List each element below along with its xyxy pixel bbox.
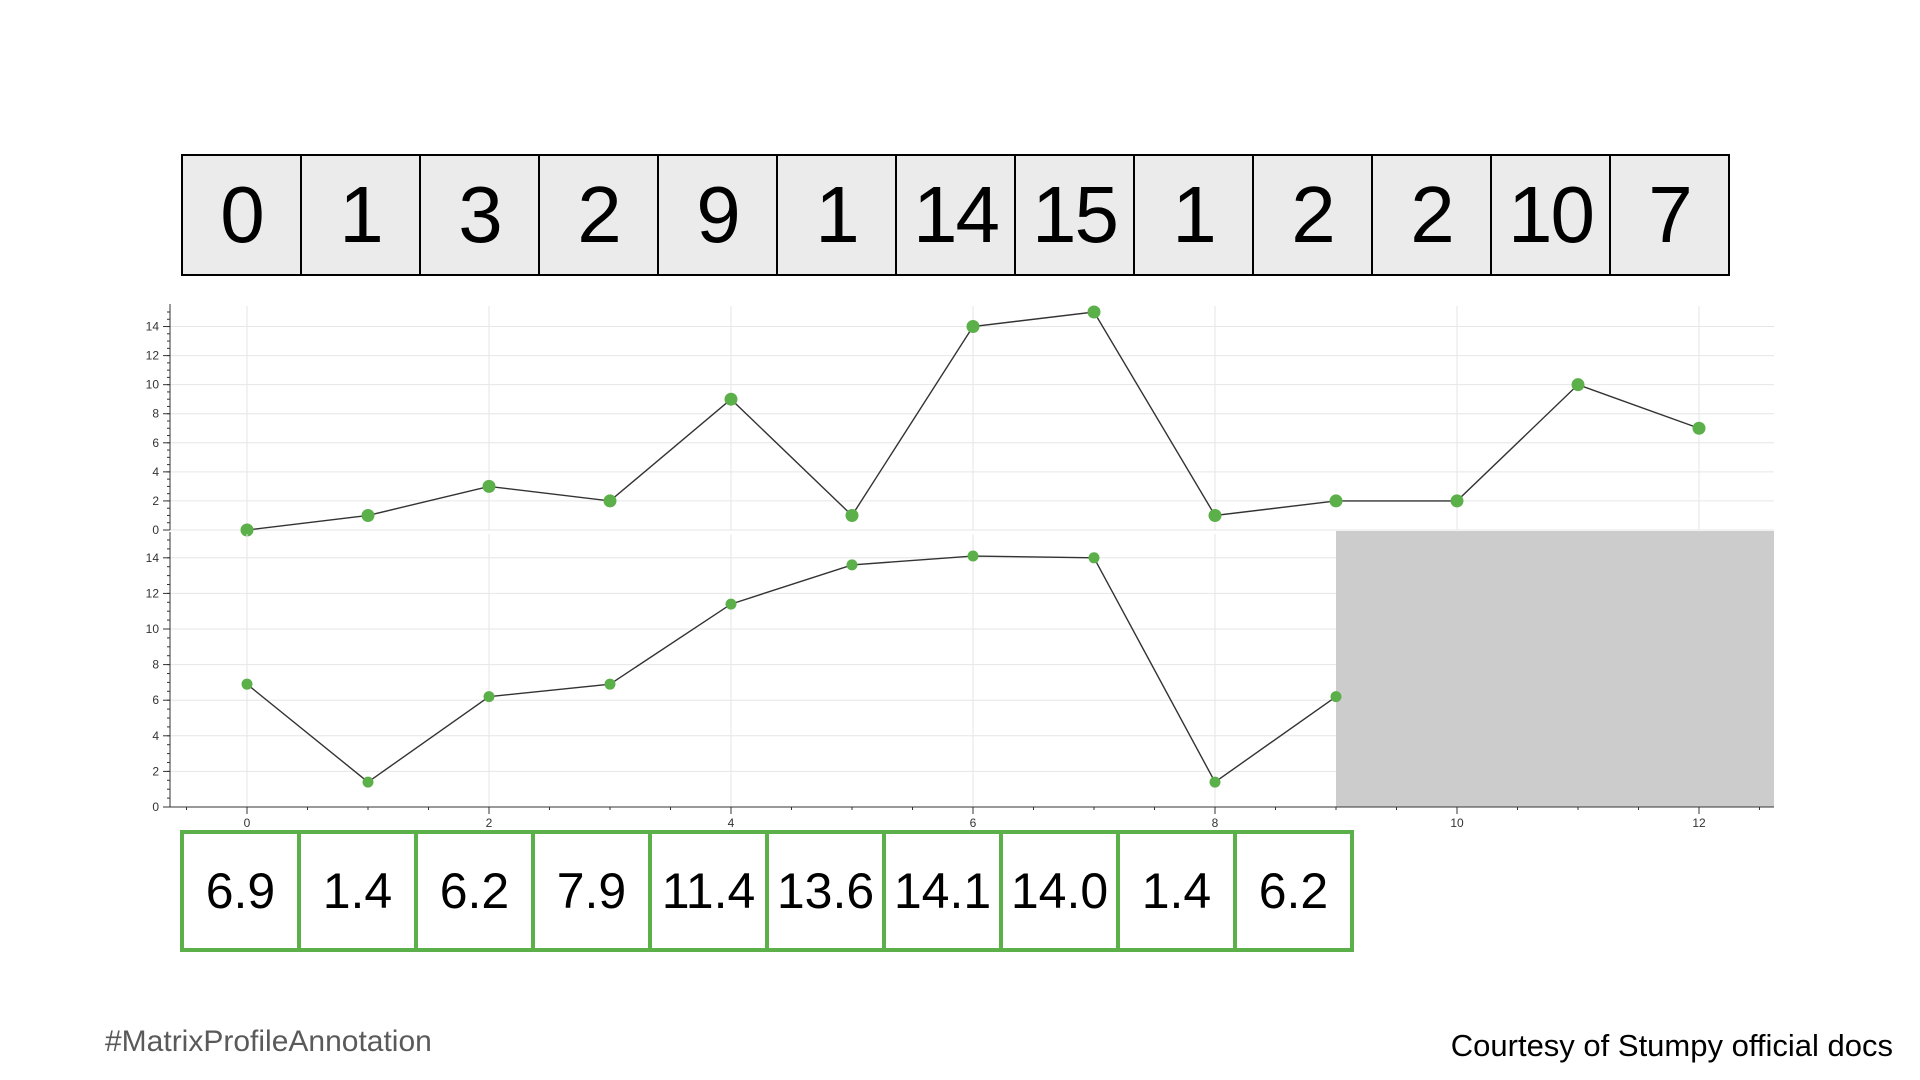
y-tick-label: 12 (146, 349, 160, 363)
y-tick-label: 12 (146, 586, 160, 600)
data-point (603, 494, 617, 508)
time-series-value-cell: 1 (1133, 154, 1254, 276)
x-tick-label: 10 (1450, 816, 1464, 830)
matrix-profile-values-row: 6.9 1.4 6.2 7.9 11.4 13.6 14.1 14.0 1.4 6.2 (180, 830, 1354, 952)
credit-label: Courtesy of Stumpy official docs (1450, 1028, 1893, 1063)
time-series-value-cell: 0 (181, 154, 302, 276)
data-point (361, 508, 375, 522)
matrix-profile-value-cell: 11.4 (648, 830, 769, 952)
data-point (240, 523, 254, 537)
data-point (1087, 305, 1101, 319)
y-tick-label: 14 (146, 320, 160, 334)
time-series-value-cell: 15 (1014, 154, 1135, 276)
time-series-value-cell: 3 (419, 154, 540, 276)
x-tick-label: 8 (1212, 816, 1219, 830)
matrix-profile-value-cell: 14.0 (999, 830, 1120, 952)
time-series-chart: 0 2 4 6 8 10 12 14 (146, 304, 1774, 537)
x-tick-label: 2 (486, 816, 493, 830)
y-tick-label: 10 (146, 622, 160, 636)
x-tick-label: 12 (1692, 816, 1706, 830)
x-tick-label: 6 (970, 816, 977, 830)
y-tick-label: 0 (152, 800, 159, 814)
y-tick-label: 2 (152, 764, 159, 778)
time-series-value-cell: 7 (1609, 154, 1730, 276)
matrix-profile-value-cell: 6.2 (1233, 830, 1354, 952)
time-series-value-cell: 9 (657, 154, 778, 276)
charts-canvas: 0 2 4 6 8 10 12 14 0 2 4 6 8 10 12 14 0 2 4 6 8 10 12 (146, 304, 1774, 830)
matrix-profile-chart: 0 2 4 6 8 10 12 14 0 2 4 6 8 10 12 (146, 531, 1774, 830)
time-series-values-row: 0 1 3 2 9 1 14 15 1 2 2 10 7 (181, 154, 1730, 276)
matrix-profile-value-cell: 7.9 (531, 830, 652, 952)
matrix-profile-value-cell: 14.1 (882, 830, 1003, 952)
y-tick-label: 10 (146, 378, 160, 392)
data-point (604, 678, 616, 690)
matrix-profile-value-cell: 6.9 (180, 830, 301, 952)
data-point (1450, 494, 1464, 508)
data-point (966, 320, 980, 334)
data-point (845, 508, 859, 522)
matrix-profile-value-cell: 1.4 (297, 830, 418, 952)
data-point (1088, 552, 1100, 564)
time-series-value-cell: 1 (776, 154, 897, 276)
y-tick-label: 8 (152, 658, 159, 672)
y-tick-label: 8 (152, 407, 159, 421)
series-line (246, 555, 1337, 784)
y-tick-label: 4 (152, 465, 159, 479)
data-point (483, 691, 495, 703)
y-tick-label: 2 (152, 494, 159, 508)
data-point (1209, 776, 1221, 788)
data-point (1329, 494, 1343, 508)
data-point (967, 550, 979, 562)
x-tick-label: 4 (728, 816, 735, 830)
y-tick-label: 14 (146, 551, 160, 565)
data-point (846, 559, 858, 571)
matrix-profile-value-cell: 13.6 (765, 830, 886, 952)
hashtag-label: #MatrixProfileAnnotation (105, 1025, 432, 1058)
time-series-value-cell: 1 (300, 154, 421, 276)
matrix-profile-value-cell: 1.4 (1116, 830, 1237, 952)
y-tick-label: 4 (152, 729, 159, 743)
data-point (725, 598, 737, 610)
data-point (1208, 508, 1222, 522)
time-series-value-cell: 14 (895, 154, 1016, 276)
data-point (724, 392, 738, 406)
data-point (1571, 378, 1585, 392)
matrix-profile-value-cell: 6.2 (414, 830, 535, 952)
excluded-region (1336, 531, 1774, 807)
data-point (1692, 421, 1706, 435)
time-series-value-cell: 2 (1252, 154, 1373, 276)
y-tick-label: 6 (152, 436, 159, 450)
y-tick-label: 6 (152, 693, 159, 707)
data-point (1330, 691, 1342, 703)
y-tick-label: 0 (152, 523, 159, 537)
data-point (362, 776, 374, 788)
data-point (241, 678, 253, 690)
data-point (482, 479, 496, 493)
time-series-value-cell: 2 (538, 154, 659, 276)
x-tick-label: 0 (244, 816, 251, 830)
